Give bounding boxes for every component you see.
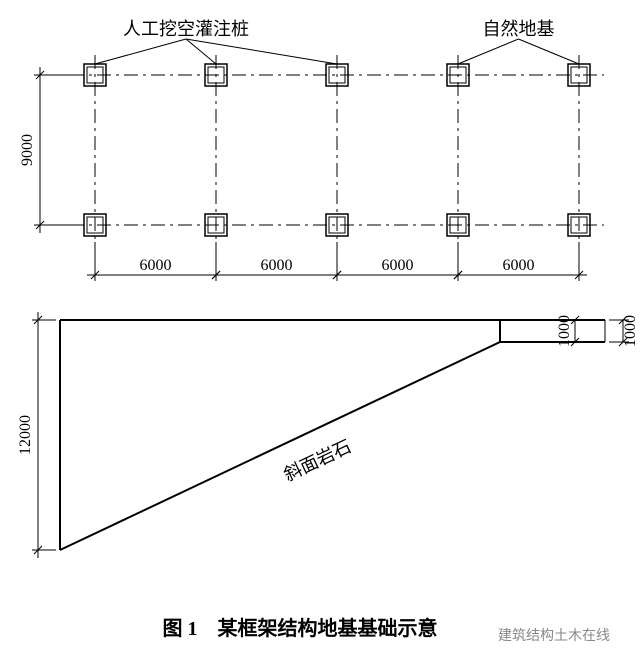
svg-text:斜面岩石: 斜面岩石: [281, 436, 355, 485]
svg-text:1000: 1000: [622, 315, 639, 347]
svg-text:6000: 6000: [261, 257, 293, 274]
svg-text:6000: 6000: [140, 257, 172, 274]
svg-text:人工挖空灌注桩: 人工挖空灌注桩: [123, 19, 249, 39]
svg-text:6000: 6000: [503, 257, 535, 274]
diagram-canvas: 人工挖空灌注桩 自然地基 6000 6000 6000 6000 9000 斜面岩石 12000…: [0, 0, 640, 665]
svg-text:自然地基: 自然地基: [483, 19, 555, 39]
svg-text:9000: 9000: [19, 134, 36, 166]
svg-text:1000: 1000: [556, 315, 573, 347]
svg-text:12000: 12000: [17, 415, 34, 455]
svg-text:6000: 6000: [382, 257, 414, 274]
svg-text:建筑结构土木在线: 建筑结构土木在线: [498, 628, 610, 644]
svg-text:图 1 某框架结构地基基础示意: 图 1 某框架结构地基基础示意: [163, 616, 438, 640]
